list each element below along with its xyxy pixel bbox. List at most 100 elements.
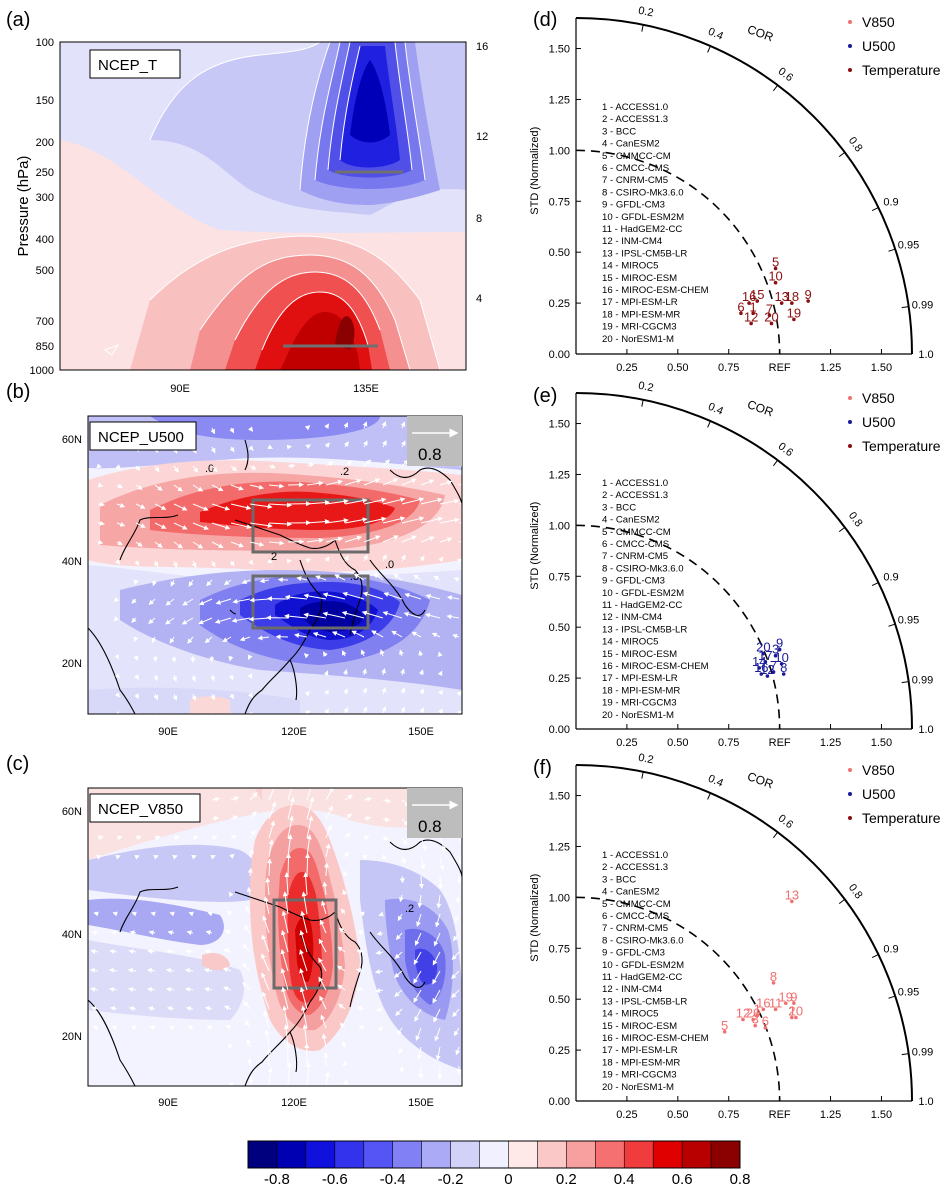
wind-arrow [377,1025,384,1031]
wind-arrow [417,894,423,908]
wind-arrow [249,848,254,858]
wind-arrow [109,987,118,992]
cor-tick: 0.99 [912,675,933,687]
wind-arrow [413,574,422,581]
colorbar-swatch [305,1141,336,1168]
wind-arrow [116,483,123,489]
legend-marker [848,444,852,448]
ytick: 0.25 [549,1045,570,1057]
ytick-right: 4 [476,293,482,305]
wind-arrow [455,894,461,904]
colorbar-swatch [595,1141,625,1168]
wind-arrow [305,444,311,450]
wind-arrow [439,480,453,486]
wind-arrow [375,1007,384,1012]
wind-arrow [431,632,441,638]
wind-arrow [341,610,365,619]
wind-arrow [151,636,157,644]
wind-arrow [456,691,462,697]
wind-arrow [400,440,406,448]
data-point [790,899,794,904]
wind-arrow [344,794,353,801]
wind-arrow [287,796,295,820]
model-list-item: 9 - GFDL-CM3 [602,576,665,587]
wind-arrow [204,636,213,644]
wind-arrow [321,1033,327,1048]
model-list-item: 3 - BCC [602,502,636,513]
cor-label: COR [745,397,775,419]
model-list-item: 1 - ACCESS1.0 [602,102,668,113]
wind-arrow [210,674,215,682]
wind-arrow [343,688,348,695]
data-point [779,662,784,666]
wind-arrow [414,1008,422,1022]
data-point [781,672,786,676]
wind-arrow [228,1081,234,1086]
wind-arrow [181,617,194,625]
wind-arrow [420,1084,422,1086]
xtick: 1.50 [871,737,892,749]
wind-arrow [166,987,175,992]
wind-arrow [97,482,104,488]
wind-arrow [97,835,104,841]
data-point-label: 18 [785,289,799,304]
wind-arrow [268,521,292,527]
wind-arrow [281,910,289,934]
data-point [755,299,760,303]
taylor-diagram-e: (e) 0.00 0.25 0.50 0.75 1.00 1.25 1.50 0.25 0.50 0… [529,380,941,749]
wind-arrow [114,673,120,679]
wind-arrow [451,989,460,999]
wind-arrow [223,1005,232,1011]
wind-arrow [362,591,384,600]
wind-arrow [403,611,422,619]
wind-arrow [239,636,251,642]
wind-arrow [319,995,327,1010]
wind-arrow [318,957,327,972]
ytick: 40N [62,929,82,941]
wind-arrow [446,614,460,620]
wind-arrow [268,502,292,508]
wind-arrow [248,1076,254,1086]
wind-arrow [401,497,425,505]
wind-arrow [267,1067,273,1086]
ytick-right: 12 [476,131,488,143]
wind-arrow [192,503,209,511]
wind-arrow [247,654,253,661]
wind-arrow [363,440,368,448]
cor-tick: 0.8 [846,882,865,901]
wind-arrow [343,422,348,429]
wind-arrow [424,612,441,619]
colorbar-swatch [334,1141,365,1168]
contour-label: .0 [205,463,214,475]
wind-arrow [304,691,311,697]
data-point [763,1025,768,1030]
data-point [773,653,778,658]
wind-arrow [420,479,435,486]
wind-arrow [452,633,460,639]
wind-arrow [246,886,252,896]
wind-arrow [152,655,158,663]
cor-tick: 0.4 [706,26,725,43]
model-list-item: 18 - MPI-ESM-MR [602,685,680,696]
ytick: 1.25 [549,469,570,481]
wind-arrow [383,592,403,600]
wind-arrow [97,539,104,545]
ytick: 0.00 [549,1096,570,1108]
wind-arrow [242,962,251,972]
ytick: 0.75 [549,196,570,208]
wind-arrow [435,1046,441,1061]
wind-arrow [134,693,139,700]
data-point [749,321,753,326]
wind-arrow [185,1006,194,1012]
wind-arrow [413,951,422,965]
wind-arrow [133,636,139,643]
wind-arrow [351,630,365,638]
wind-arrow [420,536,435,543]
wind-arrow [211,522,231,530]
wind-arrow [230,834,237,840]
wind-arrow [438,556,444,563]
wind-arrow [363,516,387,524]
legend-marker [848,44,852,48]
model-list-item: 16 - MIROC-ESM-CHEM [602,285,709,296]
data-point-label: 6 [762,1014,769,1029]
